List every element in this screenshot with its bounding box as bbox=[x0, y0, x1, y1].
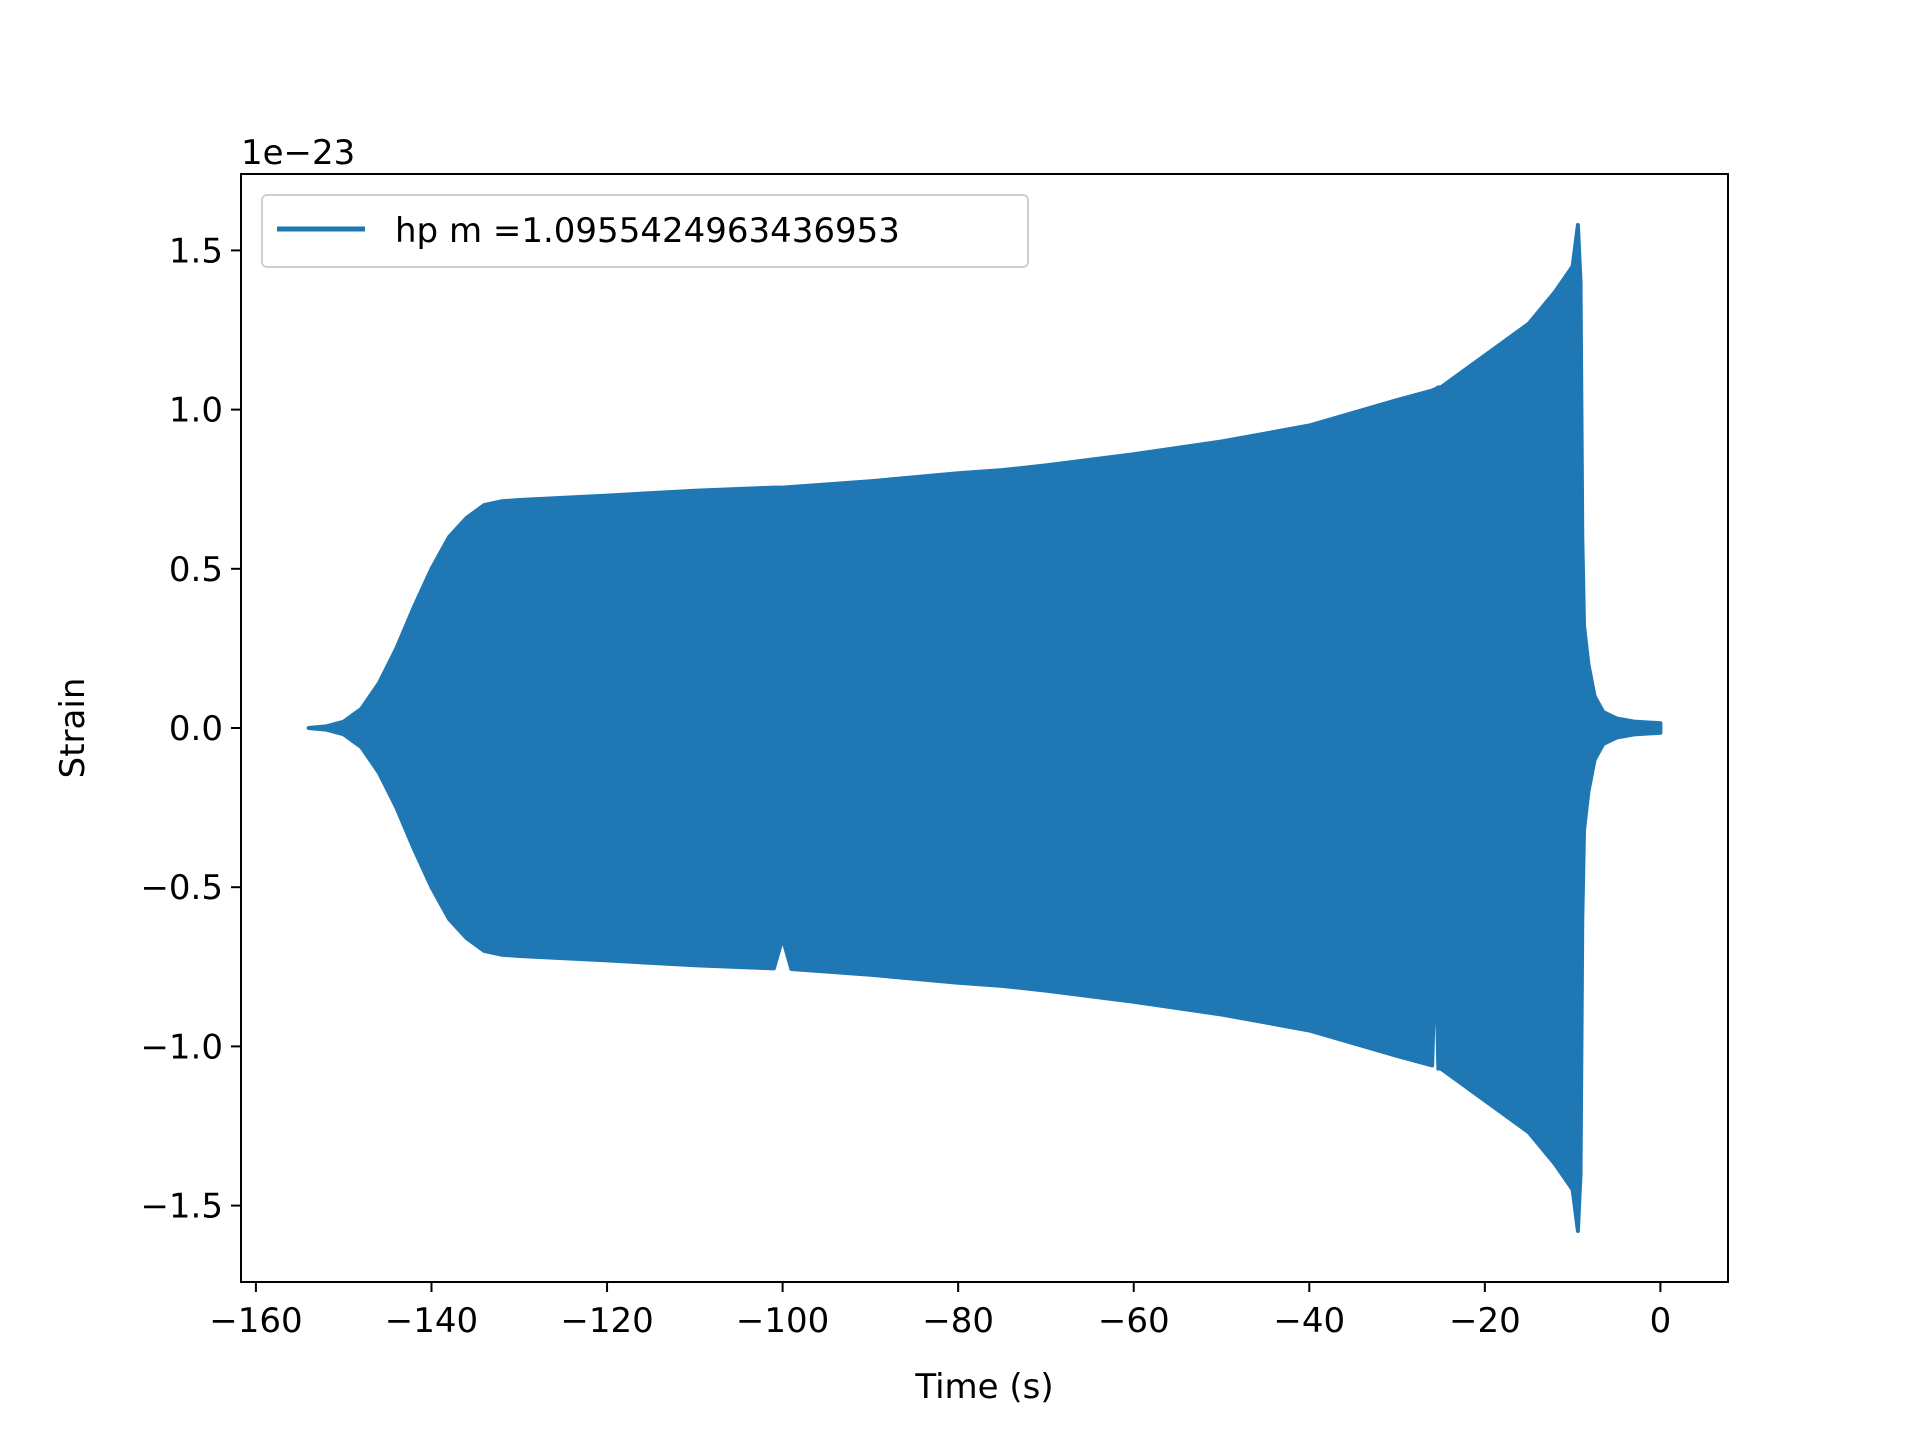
y-tick-label: 0.0 bbox=[169, 709, 223, 749]
x-tick-label: −40 bbox=[1273, 1301, 1345, 1341]
y-tick-label: −1.5 bbox=[140, 1187, 223, 1227]
x-tick-label: −20 bbox=[1449, 1301, 1521, 1341]
x-tick-label: −140 bbox=[385, 1301, 478, 1341]
y-tick-label: 1.5 bbox=[169, 231, 223, 271]
x-tick-label: −100 bbox=[736, 1301, 829, 1341]
y-tick-label: −0.5 bbox=[140, 868, 223, 908]
x-tick-label: −80 bbox=[922, 1301, 994, 1341]
x-axis-label: Time (s) bbox=[914, 1367, 1053, 1407]
x-tick-label: 0 bbox=[1650, 1301, 1672, 1341]
y-axis-label: Strain bbox=[53, 678, 93, 779]
series-hp-waveform bbox=[306, 222, 1663, 1234]
x-tick-label: −120 bbox=[560, 1301, 653, 1341]
y-offset-text: 1e−23 bbox=[241, 133, 355, 173]
legend: hp m =1.0955424963436953 bbox=[261, 194, 1029, 268]
y-axis: −1.5 −1.0 −0.5 0.0 0.5 1.0 1.5 bbox=[140, 231, 241, 1227]
legend-box bbox=[261, 194, 1029, 268]
y-tick-label: −1.0 bbox=[140, 1027, 223, 1067]
x-axis: −160 −140 −120 −100 −80 −60 −40 −20 0 bbox=[209, 1282, 1671, 1341]
y-tick-label: 1.0 bbox=[169, 391, 223, 431]
x-tick-label: −160 bbox=[209, 1301, 302, 1341]
legend-label: hp m =1.0955424963436953 bbox=[395, 211, 900, 251]
y-tick-label: 0.5 bbox=[169, 550, 223, 590]
plot-area bbox=[306, 222, 1663, 1234]
x-tick-label: −60 bbox=[1098, 1301, 1170, 1341]
